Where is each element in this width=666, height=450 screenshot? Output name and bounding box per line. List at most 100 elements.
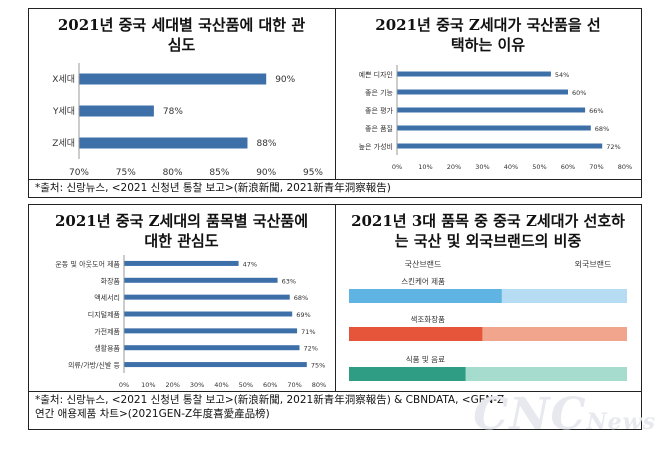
category-label: 좋은 기능: [365, 88, 394, 97]
tick-label: 70%: [69, 168, 89, 178]
bottom-panel-set: 2021년 중국 Z세대의 품목별 국산품에 대한 관심도 운동 및 아웃도어 …: [28, 204, 642, 430]
category-label: 좋은 품질: [365, 125, 393, 133]
category-label: 디지털제품: [88, 310, 121, 319]
bar: [79, 105, 154, 117]
category-label: Z세대: [52, 138, 75, 149]
chart-title: 2021년 중국 Z세대의 품목별 국산품에 대한 관심도: [55, 212, 308, 250]
category-label: 액세서리: [94, 293, 120, 302]
tick-label: 50%: [239, 381, 253, 389]
tick-label: 70%: [287, 381, 301, 389]
watermark-news: News: [586, 409, 656, 435]
tick-label: 95%: [303, 168, 323, 178]
source-note: *출처: 신랑뉴스, <2021 신청년 통찰 보고>(新浪新聞, 2021新青…: [35, 393, 504, 421]
bar-domestic: [349, 289, 502, 303]
source-note: *출처: 신랑뉴스, <2021 신청년 통찰 보고>(新浪新聞, 2021新青…: [35, 182, 391, 194]
category-label: Y세대: [52, 106, 75, 117]
data-label: 88%: [256, 139, 276, 149]
source-line-2: 연간 애용제품 차트>(2021GEN-Z年度喜愛產品榜): [35, 408, 270, 420]
bar-foreign: [482, 327, 627, 341]
tick-label: 80%: [618, 163, 632, 171]
tick-label: 70%: [589, 163, 603, 171]
category-label: 의류/가방/신발 등: [68, 361, 121, 370]
bar: [79, 73, 267, 85]
tick-label: 80%: [163, 168, 183, 178]
bar-domestic: [349, 367, 466, 381]
tick-label: 30%: [190, 381, 204, 389]
tick-label: 60%: [263, 381, 277, 389]
category-label: 운동 및 아웃도어 제품: [55, 259, 120, 268]
bar-domestic: [349, 327, 483, 341]
tick-label: 40%: [504, 163, 518, 171]
chart-category-interest: 2021년 중국 Z세대의 품목별 국산품에 대한 관심도 운동 및 아웃도어 …: [29, 205, 334, 429]
category-label: 좋은 평가: [365, 106, 394, 115]
data-label: 63%: [282, 277, 296, 285]
bar: [124, 311, 293, 317]
chart-reasons: 2021년 중국 Z세대가 국산품을 선택하는 이유 예쁜 디자인 54% 좋은 기…: [335, 9, 641, 197]
bar-foreign: [501, 289, 627, 303]
tick-label: 60%: [561, 163, 575, 171]
category-label: 스킨케어 제품: [401, 276, 445, 286]
bar: [397, 71, 551, 77]
data-label: 47%: [243, 260, 257, 268]
watermark-cnc: CNC: [473, 389, 587, 440]
bar: [124, 328, 298, 334]
chart-generation-interest: 2021년 중국 세대별 국산품에 대한 관심도 X세대 90% Y세대 78% Z세대…: [29, 9, 334, 197]
tick-label: 75%: [116, 168, 136, 178]
category-label: 높은 가성비: [359, 142, 393, 151]
data-label: 72%: [606, 143, 620, 151]
bar: [397, 107, 586, 113]
data-label: 75%: [311, 362, 325, 370]
chart-title: 2021년 3대 품목 중 중국 Z세대가 선호하는 국산 및 외국브랜드의 비…: [351, 212, 625, 250]
data-label: 66%: [589, 107, 603, 115]
chart-title: 2021년 중국 세대별 국산품에 대한 관심도: [57, 16, 306, 54]
cnc-news-watermark: CNCNews: [473, 389, 656, 440]
data-label: 68%: [294, 294, 308, 302]
tick-label: 90%: [256, 168, 276, 178]
reasons-plot: 예쁜 디자인 54% 좋은 기능 60% 좋은 평가 66% 좋은 품질 68% 높은 가성비 7…: [359, 65, 632, 171]
tick-label: 50%: [532, 163, 546, 171]
data-label: 90%: [275, 75, 295, 85]
data-label: 69%: [296, 311, 310, 319]
bar: [397, 125, 591, 131]
bar: [124, 345, 300, 351]
tick-label: 85%: [209, 168, 229, 178]
category-label: 색조화장품: [411, 314, 446, 324]
bar: [124, 362, 307, 368]
bar: [124, 294, 290, 300]
tick-label: 0%: [392, 163, 402, 171]
tick-label: 10%: [141, 381, 155, 389]
bar-foreign: [465, 367, 627, 381]
tick-label: 30%: [475, 163, 489, 171]
bar: [124, 260, 239, 266]
tick-label: 80%: [312, 381, 326, 389]
tick-label: 10%: [418, 163, 432, 171]
category-label: 생활용품: [94, 344, 120, 353]
chart-title: 2021년 중국 Z세대가 국산품을 선택하는 이유: [375, 16, 601, 54]
tick-label: 20%: [447, 163, 461, 171]
series-label-domestic: 국산브랜드: [405, 259, 442, 269]
tick-label: 40%: [214, 381, 228, 389]
series-label-foreign: 외국브랜드: [575, 259, 612, 269]
data-label: 71%: [301, 328, 315, 336]
category-interest-plot: 운동 및 아웃도어 제품 47% 화장품 63% 액세서리 68% 디지털제품 69% 가전제품…: [55, 255, 326, 389]
category-label: 화장품: [101, 276, 121, 285]
bar: [397, 143, 603, 149]
chart-brand-share: 2021년 3대 품목 중 중국 Z세대가 선호하는 국산 및 외국브랜드의 비…: [335, 205, 641, 429]
data-label: 54%: [555, 71, 569, 79]
data-label: 60%: [572, 89, 586, 97]
bar: [124, 277, 278, 283]
bar: [79, 137, 248, 149]
category-label: 예쁜 디자인: [359, 70, 393, 79]
top-panel-set: 2021년 중국 세대별 국산품에 대한 관심도 X세대 90% Y세대 78% Z세대…: [28, 8, 642, 198]
data-label: 72%: [304, 345, 318, 353]
bar: [397, 89, 568, 95]
tick-label: 0%: [119, 381, 129, 389]
tick-label: 20%: [166, 381, 180, 389]
data-label: 78%: [163, 107, 183, 117]
category-label: 가전제품: [94, 327, 120, 336]
data-label: 68%: [595, 125, 609, 133]
generation-interest-plot: X세대 90% Y세대 78% Z세대 88% 70% 75% 80% 85% 90% 95%: [52, 63, 323, 178]
category-label: 식품 및 음료: [406, 354, 445, 364]
source-line-1: *출처: 신랑뉴스, <2021 신청년 통찰 보고>(新浪新聞, 2021新青…: [35, 394, 505, 406]
